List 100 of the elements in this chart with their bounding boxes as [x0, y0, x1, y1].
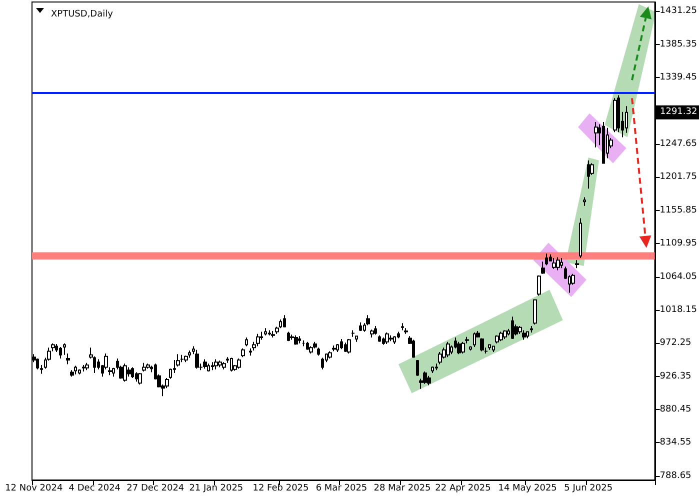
candlestick — [522, 330, 526, 340]
candlestick — [560, 257, 563, 269]
candlestick — [416, 359, 419, 376]
y-tick-label: 1385.35 — [660, 39, 697, 50]
candlestick — [473, 332, 476, 348]
candlestick — [533, 298, 537, 326]
candlestick — [385, 332, 389, 345]
y-tick-label: 880.45 — [660, 404, 692, 415]
candlestick — [245, 337, 248, 347]
candlestick — [427, 375, 431, 386]
candlestick — [393, 336, 396, 345]
x-tick-label: 14 May 2025 — [498, 484, 557, 494]
candlestick — [457, 341, 461, 355]
candlestick — [575, 260, 579, 269]
candlestick — [298, 336, 301, 344]
y-tick-label: 834.55 — [660, 438, 692, 448]
candlestick — [530, 325, 533, 333]
candlestick — [594, 122, 598, 148]
candlestick — [378, 334, 381, 342]
candlestick — [435, 363, 438, 371]
candlestick — [264, 328, 267, 336]
candlestick — [230, 357, 233, 372]
candlestick — [359, 322, 362, 332]
candlestick — [249, 348, 252, 356]
y-tick-label: 1339.45 — [660, 72, 697, 83]
candlestick — [78, 368, 81, 375]
candlestick — [214, 358, 218, 370]
x-tick-label: 28 Mar 2025 — [374, 484, 431, 494]
candlestick — [431, 366, 434, 374]
candlestick — [321, 357, 324, 370]
candlestick — [222, 362, 226, 370]
candlestick — [112, 367, 115, 378]
candlestick — [211, 362, 214, 371]
candlestick — [438, 352, 442, 365]
x-tick-label: 22 Apr 2025 — [435, 484, 491, 494]
candlestick — [344, 342, 347, 353]
x-tick-label: 12 Feb 2025 — [252, 484, 309, 494]
candlestick — [306, 341, 309, 350]
candlestick — [188, 350, 191, 358]
candlestick — [268, 330, 271, 336]
candlestick — [412, 339, 415, 358]
candlestick — [541, 261, 545, 274]
candlestick — [82, 364, 85, 372]
candlestick — [552, 257, 556, 270]
candlestick — [511, 316, 514, 340]
candlestick — [74, 365, 77, 375]
candlestick — [602, 122, 605, 164]
candlestick — [36, 358, 39, 370]
candlestick — [142, 362, 146, 372]
candlestick — [503, 330, 507, 340]
candlestick — [302, 340, 305, 347]
candlestick — [271, 330, 275, 338]
candlestick — [287, 331, 290, 342]
candlestick — [351, 330, 355, 338]
candlestick — [583, 196, 586, 206]
candlestick — [180, 354, 184, 363]
candlestick — [237, 358, 241, 370]
candlestick — [218, 360, 222, 368]
candlestick — [241, 348, 245, 358]
candlestick — [294, 334, 298, 346]
candlestick — [70, 370, 74, 378]
candlestick — [613, 98, 617, 133]
y-tick-label: 1155.85 — [660, 205, 697, 216]
y-tick-label: 1064.05 — [660, 272, 697, 282]
candlestick — [579, 218, 582, 258]
candlestick — [355, 336, 358, 342]
candlestick — [446, 341, 450, 358]
candlestick — [401, 322, 404, 331]
candlestick — [340, 338, 343, 350]
candlestick — [488, 344, 491, 350]
candlestick — [123, 363, 127, 382]
candlestick — [146, 363, 150, 370]
candlestick — [85, 362, 89, 371]
candlestick — [625, 106, 628, 134]
x-tick-label: 21 Jan 2025 — [189, 484, 244, 494]
candlestick — [617, 94, 620, 133]
candlestick — [328, 350, 332, 360]
candlestick — [207, 363, 210, 372]
candlestick — [59, 346, 62, 360]
x-tick-label: 5 Jun 2025 — [564, 484, 613, 494]
text: XPTUSD,Daily — [51, 10, 114, 20]
candlestick — [138, 372, 142, 386]
y-tick-label: 1247.65 — [660, 138, 697, 149]
candlestick — [461, 341, 465, 354]
candlestick — [347, 338, 351, 354]
y-tick-label: 972.25 — [660, 338, 692, 348]
x-tick-label: 4 Dec 2024 — [68, 484, 121, 494]
x-tick-label: 12 Nov 2024 — [5, 484, 63, 494]
candlestick — [495, 334, 499, 344]
x-tick-label: 27 Dec 2024 — [126, 484, 184, 494]
candlestick — [195, 349, 199, 370]
candlestick — [492, 346, 495, 353]
candlestick — [66, 352, 70, 365]
candlestick — [332, 344, 336, 352]
y-tick-label: 788.65 — [660, 470, 692, 481]
candlestick — [309, 346, 313, 354]
y-tick-label: 926.35 — [660, 371, 692, 382]
x-tick-label: 6 Mar 2025 — [316, 484, 368, 494]
candlestick — [526, 331, 529, 339]
candlestick — [556, 256, 560, 271]
